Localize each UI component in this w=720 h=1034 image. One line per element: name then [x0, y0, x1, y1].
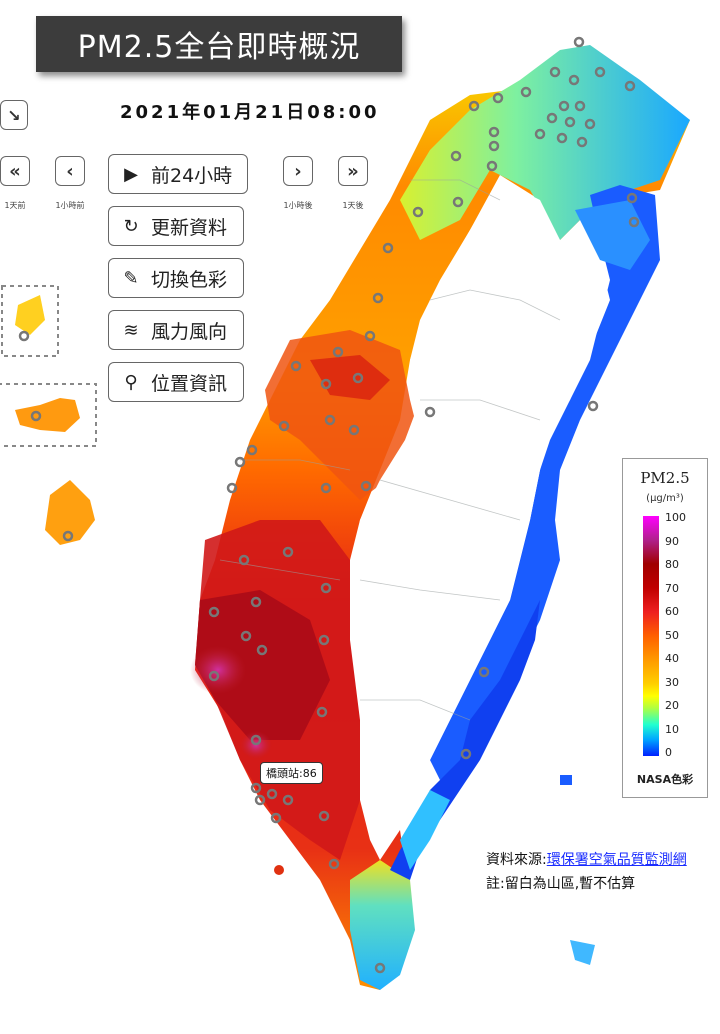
- location-label: 位置資訊: [151, 372, 228, 395]
- arrow-down-right-icon: ↘: [7, 105, 21, 125]
- legend-tick: 70: [665, 581, 679, 595]
- play-circle-icon: ▶: [124, 163, 138, 185]
- county-boundaries: [219, 179, 561, 721]
- next-hour-caption: 1小時後: [283, 201, 313, 210]
- next-hour-button[interactable]: ›: [283, 156, 313, 186]
- legend-color-scheme: NASA色彩: [636, 773, 694, 786]
- chevron-left-icon: ‹: [66, 160, 74, 182]
- refresh-icon: ↻: [123, 215, 139, 237]
- source-link[interactable]: 環保署空氣品質監測網: [546, 852, 687, 868]
- mountain-blank-area: [350, 180, 610, 860]
- kinmen-box: [0, 383, 97, 447]
- legend-color-bar: [643, 516, 659, 756]
- east-coast-region: [430, 185, 660, 780]
- location-button[interactable]: ⚲ 位置資訊: [108, 362, 244, 402]
- past-24h-label: 前24小時: [151, 164, 233, 187]
- penghu-islands: [15, 398, 80, 432]
- legend-tick: 20: [665, 699, 679, 712]
- south-tip-region: [350, 860, 415, 990]
- switch-color-label: 切換色彩: [151, 268, 228, 291]
- legend-tick: 100: [665, 511, 686, 524]
- prev-hour-caption: 1小時前: [55, 201, 85, 210]
- next-day-caption: 1天後: [342, 201, 364, 210]
- next-day-button[interactable]: »: [338, 156, 368, 186]
- station-callout: 橋頭站:86: [260, 762, 323, 784]
- source-note: 註:留白為山區,暫不估算: [486, 876, 636, 892]
- legend-tick: 90: [665, 534, 679, 548]
- refresh-label: 更新資料: [151, 216, 228, 239]
- central-orange-region: [265, 330, 420, 500]
- legend-unit: (μg/m³): [646, 493, 684, 504]
- paint-brush-icon: ✎: [123, 267, 139, 289]
- legend-tick: 10: [665, 722, 679, 736]
- collapse-button[interactable]: ↘: [0, 100, 28, 130]
- legend-tick: 40: [665, 652, 679, 665]
- legend-tick: 50: [665, 628, 679, 642]
- wind-icon: ≋: [123, 319, 139, 341]
- matsu-box: [1, 285, 59, 357]
- station-markers[interactable]: [18, 36, 640, 974]
- legend-tick: 60: [665, 605, 679, 618]
- data-source: 資料來源:環保署空氣品質監測網 註:留白為山區,暫不估算: [486, 848, 687, 896]
- double-chevron-left-icon: «: [9, 160, 21, 182]
- legend-title: PM2.5: [640, 469, 690, 487]
- chevron-right-icon: ›: [294, 160, 302, 182]
- prev-day-caption: 1天前: [4, 201, 26, 210]
- pm25-legend: PM2.5 (μg/m³) 100 90 80 70 60 50 40 30 20 10 0 NAS…: [622, 458, 708, 798]
- refresh-button[interactable]: ↻ 更新資料: [108, 206, 244, 246]
- matsu-island: [15, 295, 45, 335]
- legend-tick: 0: [665, 746, 672, 759]
- dark-red-core: [195, 590, 330, 740]
- page-title: PM2.5全台即時概況: [36, 16, 402, 72]
- legend-tick: 80: [665, 558, 679, 571]
- source-label: 資料來源:: [486, 852, 547, 868]
- double-chevron-right-icon: »: [347, 160, 359, 182]
- wind-button[interactable]: ≋ 風力風向: [108, 310, 244, 350]
- prev-hour-button[interactable]: ‹: [55, 156, 85, 186]
- legend-tick: 30: [665, 675, 679, 689]
- map-pin-icon: ⚲: [124, 371, 138, 393]
- data-datetime: 2021年01月21日08:00: [120, 102, 380, 123]
- switch-color-button[interactable]: ✎ 切換色彩: [108, 258, 244, 298]
- past-24h-button[interactable]: ▶ 前24小時: [108, 154, 248, 194]
- wind-label: 風力風向: [151, 320, 228, 343]
- prev-day-button[interactable]: «: [0, 156, 30, 186]
